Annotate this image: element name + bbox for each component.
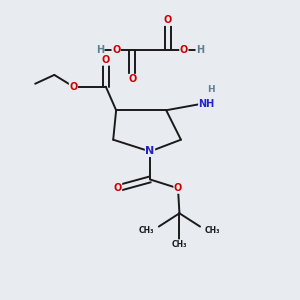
Text: O: O <box>128 74 136 84</box>
Text: H: H <box>207 85 215 94</box>
Text: O: O <box>180 45 188 55</box>
Text: H: H <box>96 45 104 55</box>
Text: CH₃: CH₃ <box>172 240 187 249</box>
Text: O: O <box>113 183 122 193</box>
Text: O: O <box>174 183 182 193</box>
Text: CH₃: CH₃ <box>139 226 154 236</box>
Text: O: O <box>69 82 78 92</box>
Text: NH: NH <box>199 99 215 110</box>
Text: CH₃: CH₃ <box>205 226 220 236</box>
Text: O: O <box>112 45 120 55</box>
Text: O: O <box>102 55 110 65</box>
Text: H: H <box>196 45 204 55</box>
Text: N: N <box>146 146 154 157</box>
Text: O: O <box>164 15 172 26</box>
